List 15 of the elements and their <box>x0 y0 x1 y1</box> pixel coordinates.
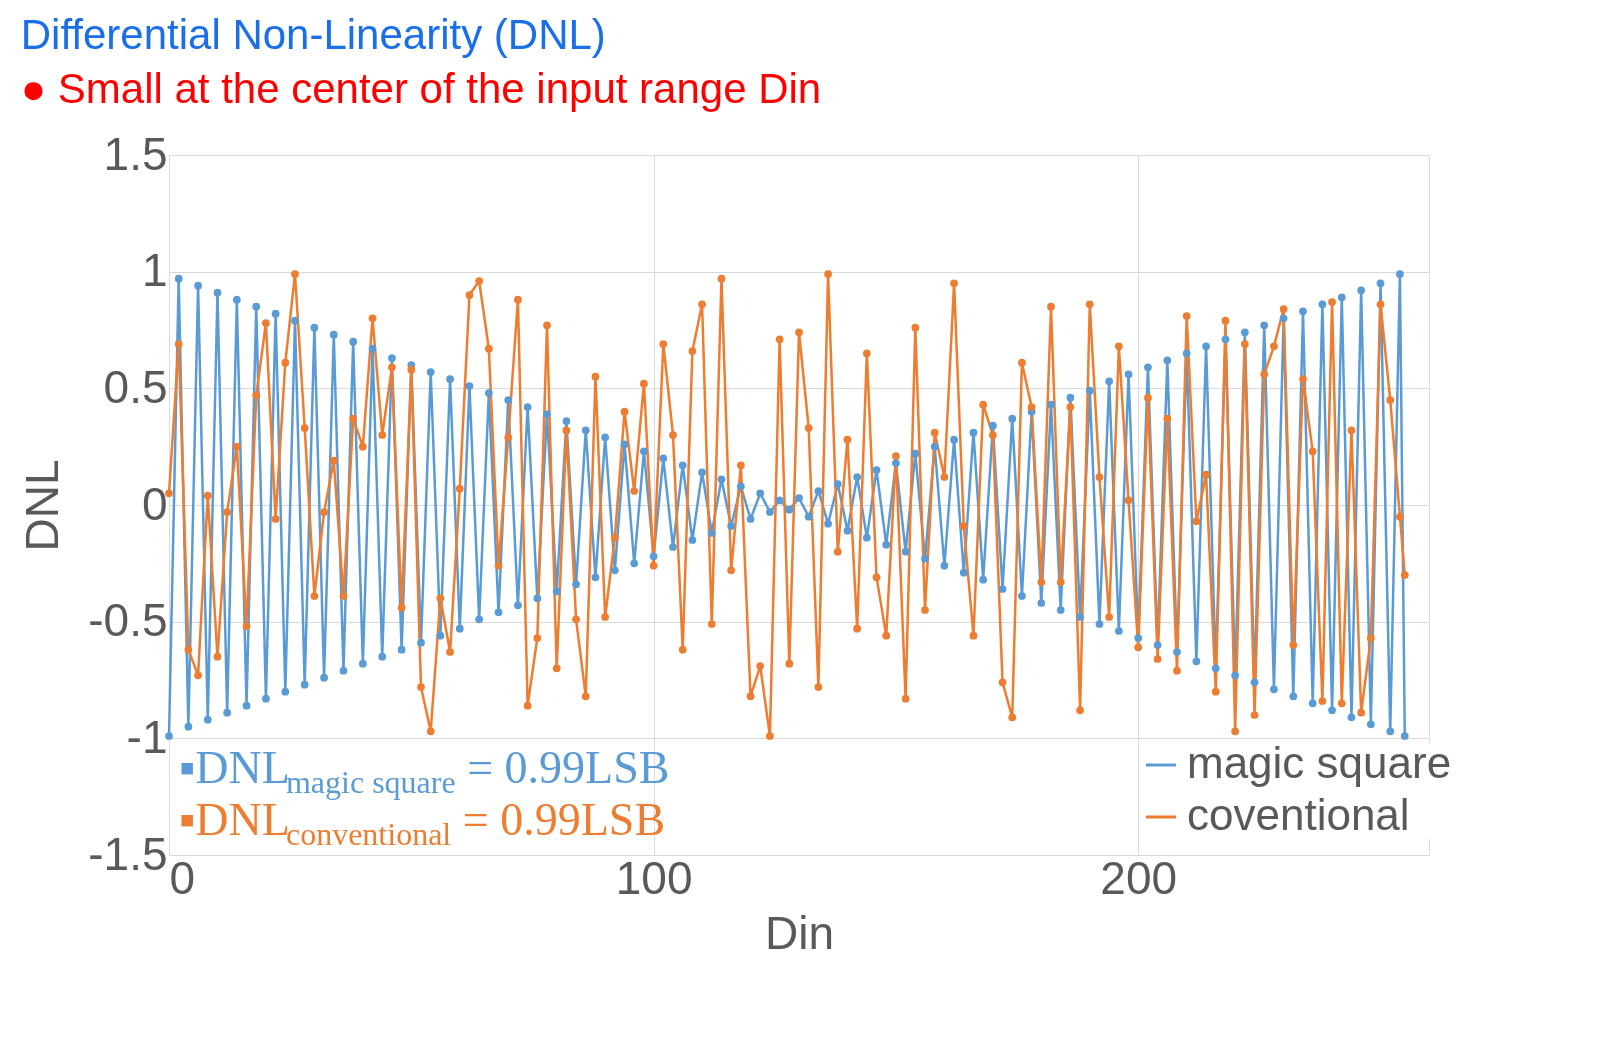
x-tick-label: 100 <box>615 851 693 904</box>
chart-subtitle: ● Small at the center of the input range Din <box>20 65 822 112</box>
x-tick-label: 200 <box>1100 851 1178 904</box>
y-tick-label: -1 <box>126 710 168 763</box>
y-tick-label: -0.5 <box>88 594 168 647</box>
x-axis-title: Din <box>764 906 835 959</box>
y-tick-label: 0 <box>141 477 168 530</box>
legend-label: coventional <box>1187 790 1410 839</box>
y-axis-title: DNL <box>16 459 69 552</box>
y-tick-label: 1.5 <box>103 127 168 180</box>
y-tick-label: 0.5 <box>103 360 168 413</box>
legend-label: magic square <box>1187 738 1452 787</box>
chart-title: Differential Non-Linearity (DNL) <box>20 11 606 58</box>
y-tick-label: 1 <box>141 244 168 297</box>
y-tick-label: -1.5 <box>88 827 168 880</box>
